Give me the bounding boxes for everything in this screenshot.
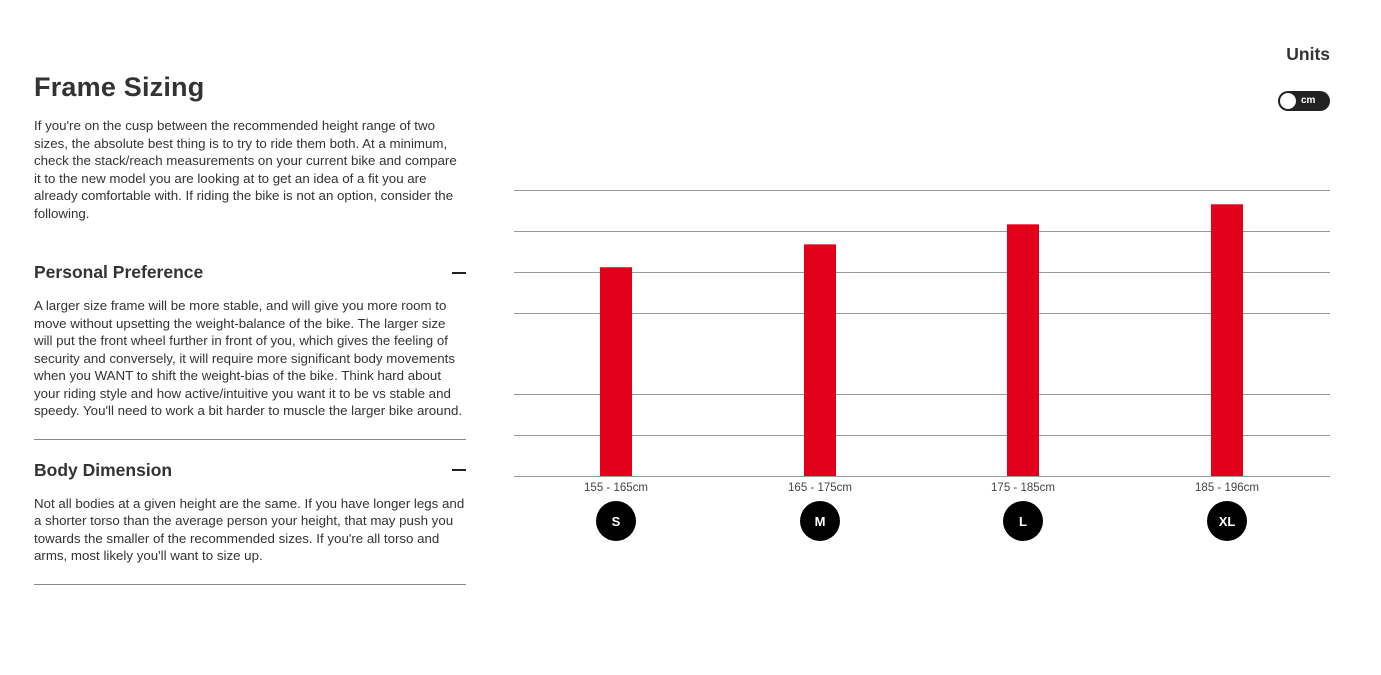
accordion-header-personal-preference[interactable]: Personal Preference xyxy=(34,262,466,283)
toggle-value: cm xyxy=(1301,95,1316,106)
intro-text: If you're on the cusp between the recomm… xyxy=(34,118,457,221)
bar-s xyxy=(600,267,632,476)
accordion-body-dimension: Body Dimension Not all bodies at a given… xyxy=(34,460,466,585)
size-badge-label: XL xyxy=(1219,514,1236,529)
size-badge-label: S xyxy=(612,514,621,529)
units-toggle[interactable]: cm xyxy=(1278,91,1330,111)
tick-label: 155 - 165cm xyxy=(584,482,648,494)
accordion-body: A larger size frame will be more stable,… xyxy=(34,298,463,418)
minus-icon[interactable] xyxy=(452,271,466,274)
accordion-heading: Personal Preference xyxy=(34,262,204,282)
size-badge-label: L xyxy=(1019,514,1027,529)
accordion-header-body-dimension[interactable]: Body Dimension xyxy=(34,460,466,481)
toggle-knob[interactable] xyxy=(1280,93,1296,109)
units-label: Units xyxy=(1286,44,1330,64)
bar-l xyxy=(1007,224,1039,476)
bar-m xyxy=(804,244,836,476)
accordion-body: Not all bodies at a given height are the… xyxy=(34,495,465,564)
page-title: Frame Sizing xyxy=(34,72,205,102)
tick-label: 165 - 175cm xyxy=(788,482,852,494)
accordion-heading: Body Dimension xyxy=(34,459,173,480)
bar-xl xyxy=(1211,204,1243,477)
size-badge xyxy=(596,501,636,541)
tick-label: 185 - 196cm xyxy=(1195,482,1259,494)
size-badge xyxy=(1003,501,1043,541)
tick-label: 175 - 185cm xyxy=(991,482,1055,494)
accordion-personal-preference: Personal Preference A larger size frame … xyxy=(34,262,466,440)
size-badge xyxy=(800,501,840,541)
size-badge-label: M xyxy=(815,514,826,529)
minus-icon[interactable] xyxy=(452,469,466,471)
frame-sizing-panel: Frame Sizing If you're on the cusp betwe… xyxy=(34,72,466,585)
size-badge xyxy=(1207,501,1247,541)
